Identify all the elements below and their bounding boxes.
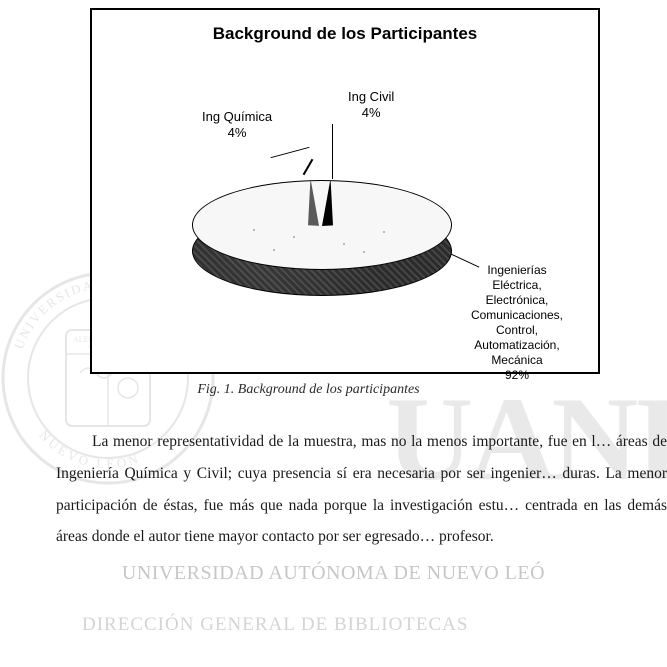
chart-title: Background de los Participantes [92, 24, 598, 44]
slice-ing-civil [320, 180, 333, 226]
pie-chart [192, 150, 452, 280]
label-ing-civil: Ing Civil 4% [348, 89, 394, 122]
label-ingenierias: IngenieríasEléctrica,Electrónica,Comunic… [447, 263, 587, 383]
watermark-line-universidad: UNIVERSIDAD AUTÓNOMA DE NUEVO LEÓ [0, 562, 667, 585]
label-ingenierias-pct: 92% [505, 368, 529, 382]
body-paragraph: La menor representatividad de la muestra… [56, 426, 667, 553]
watermark-line-direccion: DIRECCIÓN GENERAL DE BIBLIOTECAS [82, 614, 468, 636]
figure-caption: Fig. 1. Background de los participantes [0, 382, 617, 398]
label-quimica-pct: 4% [228, 125, 247, 140]
label-ingenierias-lines: IngenieríasEléctrica,Electrónica,Comunic… [471, 263, 563, 367]
label-civil-name: Ing Civil [348, 89, 394, 104]
label-ing-quimica: Ing Química 4% [202, 109, 272, 142]
pie-top [192, 180, 452, 270]
chart-frame: Background de los Participantes Ing Quím… [90, 8, 600, 374]
label-civil-pct: 4% [362, 105, 381, 120]
label-quimica-name: Ing Química [202, 109, 272, 124]
